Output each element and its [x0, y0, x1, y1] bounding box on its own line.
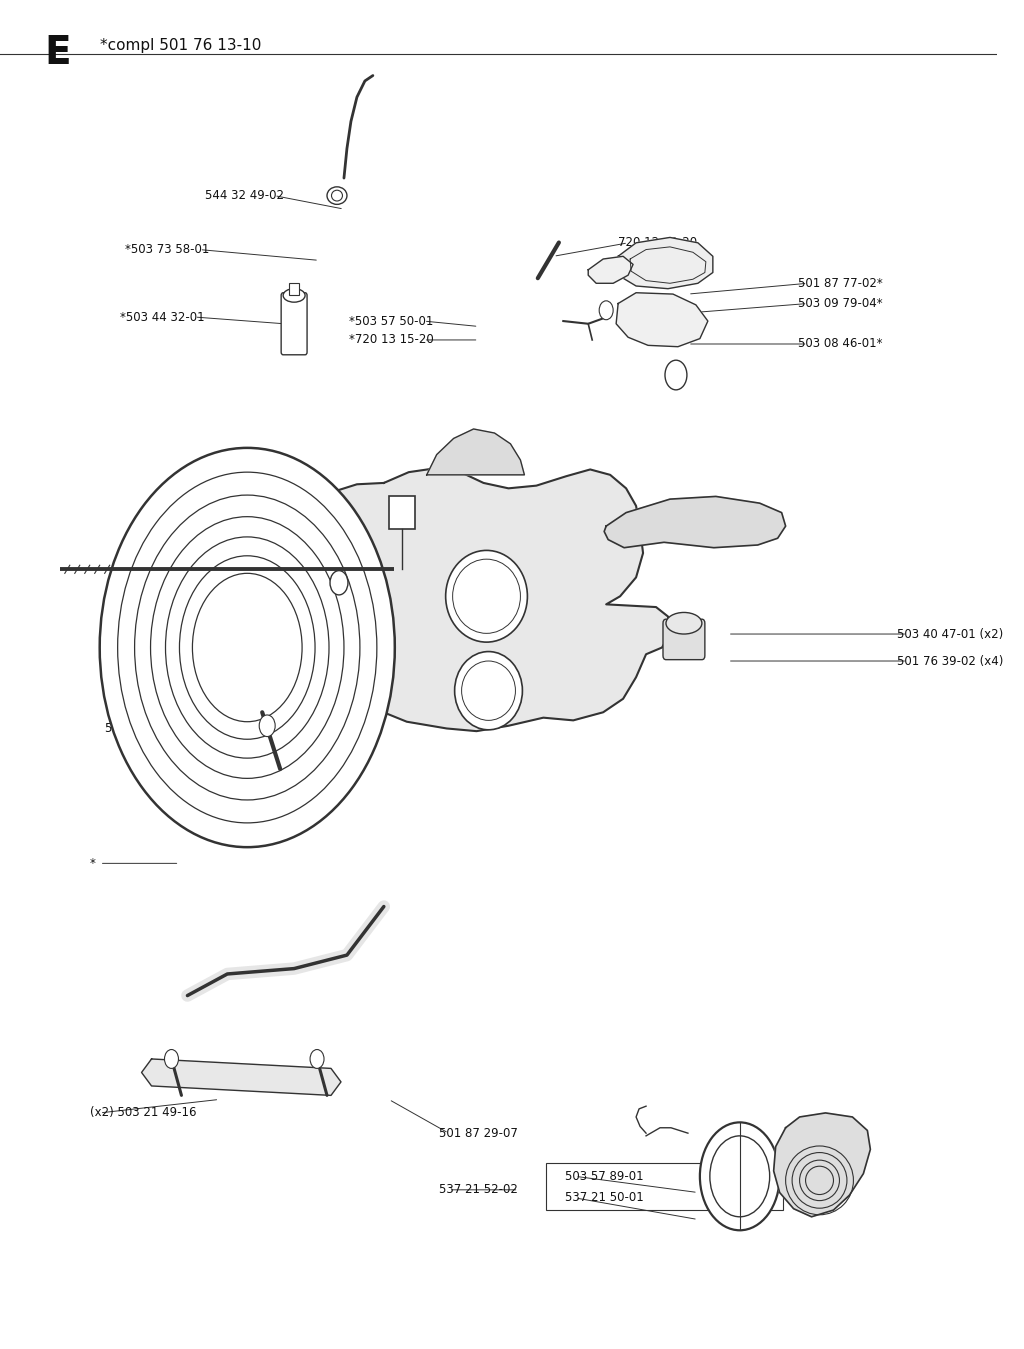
Circle shape [710, 1136, 770, 1217]
Circle shape [259, 715, 275, 737]
Polygon shape [269, 468, 670, 731]
Polygon shape [141, 1059, 341, 1095]
Polygon shape [616, 293, 708, 347]
Polygon shape [774, 1113, 870, 1217]
Text: (x2) 503 21 49-16: (x2) 503 21 49-16 [90, 1106, 197, 1120]
Ellipse shape [666, 612, 701, 634]
Text: 720 12 42-20: 720 12 42-20 [618, 236, 697, 250]
Circle shape [699, 1122, 779, 1230]
Bar [289, 283, 299, 295]
Text: 503 21 49-16: 503 21 49-16 [105, 722, 184, 735]
Circle shape [330, 571, 348, 595]
Circle shape [310, 1050, 324, 1068]
FancyBboxPatch shape [663, 619, 705, 660]
Text: 501 87 29-07: 501 87 29-07 [438, 1126, 517, 1140]
Text: 537 21 52-02: 537 21 52-02 [438, 1183, 517, 1197]
Text: 501 87 31-01*: 501 87 31-01* [189, 552, 274, 565]
Text: 501 87 77-02*: 501 87 77-02* [798, 277, 883, 290]
Text: *compl 501 76 13-10: *compl 501 76 13-10 [99, 38, 261, 53]
Polygon shape [618, 237, 713, 289]
Text: 503 09 79-04*: 503 09 79-04* [798, 297, 883, 310]
Text: 544 32 49-02: 544 32 49-02 [205, 189, 284, 202]
Text: 501 76 39-02 (x4): 501 76 39-02 (x4) [897, 654, 1004, 668]
Text: E: E [45, 34, 72, 71]
FancyBboxPatch shape [389, 496, 415, 529]
Ellipse shape [445, 550, 527, 642]
Text: *501 77 80-02: *501 77 80-02 [189, 533, 274, 546]
Ellipse shape [284, 289, 305, 302]
Circle shape [165, 1050, 178, 1068]
Circle shape [99, 448, 395, 847]
FancyBboxPatch shape [282, 293, 307, 355]
Text: *503 44 32-01: *503 44 32-01 [120, 310, 205, 324]
Polygon shape [588, 256, 633, 283]
Circle shape [665, 360, 687, 390]
Text: *720 13 15-20: *720 13 15-20 [349, 333, 434, 347]
Ellipse shape [332, 190, 342, 201]
Polygon shape [604, 496, 785, 548]
Ellipse shape [327, 188, 347, 204]
Text: 537 21 50-01: 537 21 50-01 [565, 1191, 644, 1205]
Text: 503 57 89-01: 503 57 89-01 [565, 1170, 644, 1183]
Polygon shape [427, 429, 524, 475]
Circle shape [599, 301, 613, 320]
Text: 503 40 47-01 (x2): 503 40 47-01 (x2) [897, 627, 1004, 641]
Text: *503 73 58-01: *503 73 58-01 [125, 243, 209, 256]
Text: *503 57 50-01: *503 57 50-01 [349, 314, 434, 328]
Text: *: * [90, 857, 95, 870]
Ellipse shape [455, 652, 522, 730]
Text: 503 08 46-01*: 503 08 46-01* [798, 337, 882, 351]
